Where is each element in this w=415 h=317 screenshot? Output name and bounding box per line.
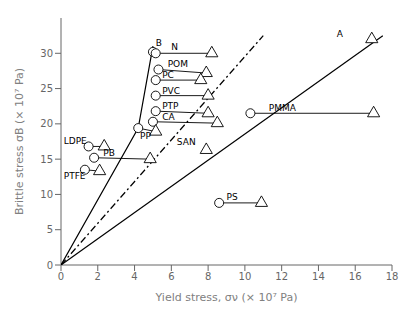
- svg-text:8: 8: [205, 271, 211, 282]
- svg-text:PTFE: PTFE: [64, 171, 86, 181]
- svg-text:25: 25: [40, 83, 53, 94]
- svg-text:20: 20: [40, 118, 53, 129]
- svg-text:6: 6: [168, 271, 174, 282]
- svg-text:5: 5: [47, 224, 53, 235]
- svg-text:30: 30: [40, 48, 53, 59]
- svg-text:PC: PC: [162, 70, 174, 80]
- svg-text:N: N: [171, 42, 178, 52]
- svg-text:Yield stress, σν (× 10⁷ Pa): Yield stress, σν (× 10⁷ Pa): [155, 291, 298, 304]
- svg-text:PP: PP: [140, 131, 151, 141]
- svg-text:12: 12: [275, 271, 288, 282]
- svg-text:PMMA: PMMA: [269, 103, 297, 113]
- svg-text:10: 10: [239, 271, 252, 282]
- svg-text:PB: PB: [103, 148, 115, 158]
- svg-text:15: 15: [40, 154, 53, 165]
- svg-text:SAN: SAN: [177, 137, 196, 147]
- svg-text:A: A: [337, 29, 344, 39]
- svg-text:POM: POM: [168, 59, 188, 69]
- svg-text:10: 10: [40, 189, 53, 200]
- svg-text:0: 0: [58, 271, 64, 282]
- svg-text:PVC: PVC: [162, 86, 180, 96]
- svg-text:Brittle stress σB (× 10⁷ Pa): Brittle stress σB (× 10⁷ Pa): [13, 68, 26, 215]
- svg-text:CA: CA: [162, 112, 175, 122]
- svg-text:PTP: PTP: [162, 101, 179, 111]
- svg-text:14: 14: [312, 271, 325, 282]
- svg-text:4: 4: [131, 271, 137, 282]
- svg-text:2: 2: [95, 271, 101, 282]
- svg-text:LDPE: LDPE: [64, 136, 87, 146]
- svg-text:18: 18: [386, 271, 399, 282]
- svg-text:B: B: [156, 38, 162, 48]
- svg-text:16: 16: [349, 271, 362, 282]
- svg-text:PS: PS: [227, 192, 238, 202]
- svg-text:0: 0: [47, 260, 53, 271]
